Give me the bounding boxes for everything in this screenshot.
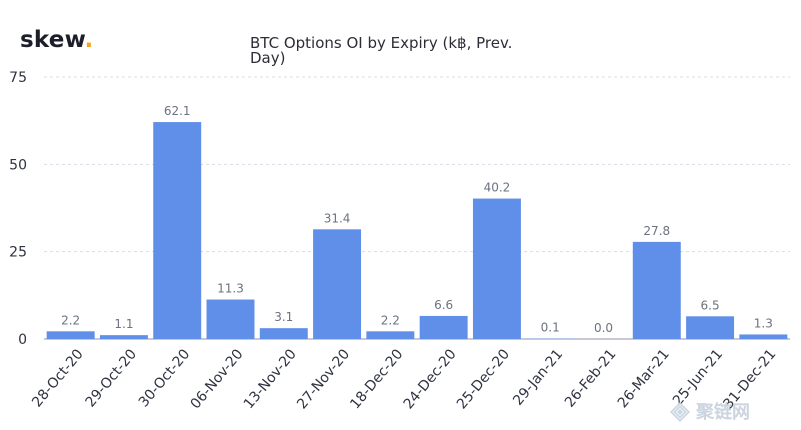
data-label: 2.2 [61, 313, 80, 327]
data-label: 62.1 [164, 104, 191, 118]
y-tick-label: 0 [18, 332, 27, 348]
x-tick-label: 06-Nov-20 [188, 346, 247, 412]
data-label: 0.1 [541, 321, 560, 335]
bar [153, 122, 202, 340]
x-tick-label: 26-Mar-21 [615, 346, 673, 411]
x-tick-label: 18-Dec-20 [347, 346, 406, 412]
x-tick-label: 26-Feb-21 [562, 346, 620, 410]
x-tick-label: 29-Jan-21 [510, 346, 566, 408]
data-label: 3.1 [274, 310, 293, 324]
bar [472, 198, 521, 339]
bar [313, 229, 362, 339]
data-label: 2.2 [381, 313, 400, 327]
skew-logo: skew. [20, 29, 93, 52]
x-tick-label: 13-Nov-20 [241, 346, 300, 412]
bar [99, 335, 148, 339]
y-tick-label: 75 [9, 70, 27, 86]
bar [206, 299, 255, 339]
chart-title: BTC Options OI by Expiry (k฿, Prev. Day) [250, 34, 513, 67]
y-tick-label: 25 [9, 245, 27, 261]
data-label: 6.6 [434, 298, 453, 312]
y-tick-label: 50 [9, 157, 27, 173]
logo-dot: . [84, 27, 94, 53]
bar [419, 315, 468, 339]
data-label: 11.3 [217, 282, 244, 296]
bar [46, 331, 95, 339]
x-tick-label: 25-Jun-21 [670, 346, 726, 409]
data-label: 40.2 [484, 181, 511, 195]
data-label: 27.8 [643, 224, 670, 238]
x-tick-label: 30-Oct-20 [136, 346, 193, 410]
bar [259, 328, 308, 339]
x-tick-label: 28-Oct-20 [29, 346, 86, 410]
logo-text: skew [20, 27, 85, 53]
bar [739, 334, 788, 339]
data-label: 1.1 [114, 317, 133, 331]
data-label: 31.4 [324, 211, 351, 225]
bar [366, 331, 415, 339]
data-label: 0.0 [594, 321, 613, 335]
watermark: 聚链网 [668, 401, 750, 425]
x-tick-label: 24-Dec-20 [401, 346, 460, 412]
watermark-text: 聚链网 [696, 402, 750, 423]
x-tick-label: 27-Nov-20 [294, 346, 353, 412]
diamond-logo-icon [670, 402, 690, 422]
bar [686, 316, 735, 339]
x-tick-label: 25-Dec-20 [454, 346, 513, 412]
data-label: 6.5 [701, 298, 720, 312]
bar [632, 241, 681, 339]
x-tick-label: 29-Oct-20 [83, 346, 140, 410]
data-label: 1.3 [754, 316, 773, 330]
